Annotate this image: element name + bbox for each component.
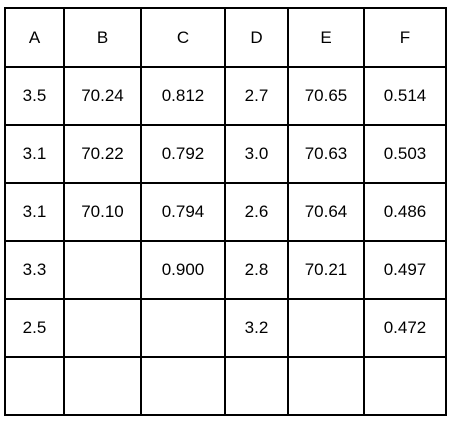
table-cell: 2.7 [224, 66, 289, 126]
table-cell: 2.5 [4, 298, 65, 358]
table-cell: 3.2 [224, 298, 289, 358]
table-cell: 3.0 [224, 124, 289, 184]
table-row: 3.5 70.24 0.812 2.7 70.65 0.514 [4, 66, 447, 126]
table-cell: 3.5 [4, 66, 65, 126]
table-cell: 2.6 [224, 182, 289, 242]
table-cell: 70.24 [63, 66, 142, 126]
column-header-c: C [140, 7, 226, 68]
table-cell [4, 356, 65, 416]
table-cell: 70.21 [287, 240, 365, 300]
table-row: 2.5 3.2 0.472 [4, 298, 447, 358]
table-cell: 0.514 [363, 66, 447, 126]
table-cell: 70.10 [63, 182, 142, 242]
table-cell: 3.3 [4, 240, 65, 300]
table-cell [140, 356, 226, 416]
header-row: A B C D E F [4, 7, 447, 68]
table-cell: 70.65 [287, 66, 365, 126]
table-cell [140, 298, 226, 358]
table-cell: 0.812 [140, 66, 226, 126]
column-header-b: B [63, 7, 142, 68]
table-cell: 70.63 [287, 124, 365, 184]
data-table: A B C D E F 3.5 70.24 0.812 2.7 70.65 0.… [4, 7, 447, 416]
column-header-e: E [287, 7, 365, 68]
table-cell: 0.486 [363, 182, 447, 242]
table-cell [63, 298, 142, 358]
table-cell: 0.503 [363, 124, 447, 184]
table-cell: 2.8 [224, 240, 289, 300]
table-cell: 70.64 [287, 182, 365, 242]
table-cell: 0.472 [363, 298, 447, 358]
table-cell [363, 356, 447, 416]
table-cell: 0.792 [140, 124, 226, 184]
table-cell: 70.22 [63, 124, 142, 184]
table-row: 3.3 0.900 2.8 70.21 0.497 [4, 240, 447, 300]
table-cell [224, 356, 289, 416]
table-row: 3.1 70.10 0.794 2.6 70.64 0.486 [4, 182, 447, 242]
table-cell: 0.900 [140, 240, 226, 300]
column-header-f: F [363, 7, 447, 68]
table-cell [287, 356, 365, 416]
table-cell: 3.1 [4, 182, 65, 242]
column-header-a: A [4, 7, 65, 68]
table-cell [287, 298, 365, 358]
table-cell [63, 356, 142, 416]
column-header-d: D [224, 7, 289, 68]
table-row [4, 356, 447, 416]
table-row: 3.1 70.22 0.792 3.0 70.63 0.503 [4, 124, 447, 184]
table-cell: 3.1 [4, 124, 65, 184]
table-cell: 0.497 [363, 240, 447, 300]
table-cell [63, 240, 142, 300]
table-cell: 0.794 [140, 182, 226, 242]
